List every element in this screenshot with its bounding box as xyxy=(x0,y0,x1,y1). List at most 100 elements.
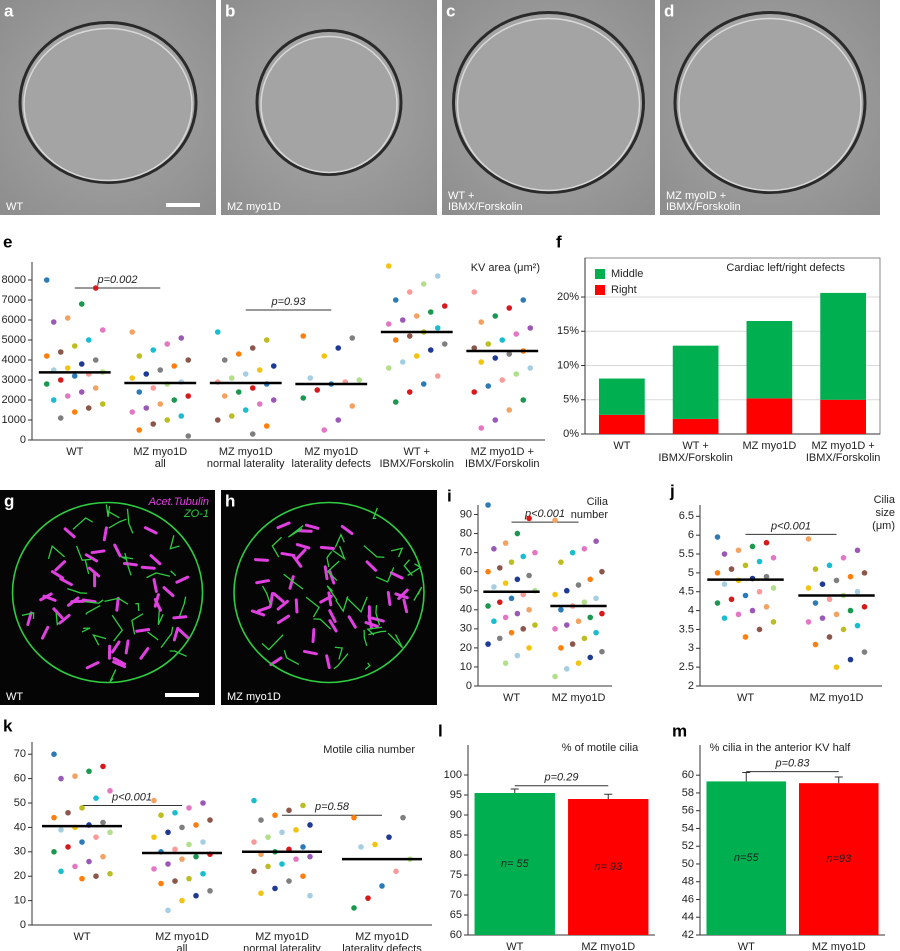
y-tick-label: 0% xyxy=(563,428,579,440)
data-point xyxy=(575,582,582,588)
data-point xyxy=(349,335,356,341)
data-point xyxy=(335,345,342,351)
cilium xyxy=(319,545,335,550)
x-tick-label: MZ myo1D xyxy=(810,692,864,704)
y-tick-label: 90 xyxy=(450,809,462,821)
data-point xyxy=(385,365,392,371)
y-tick-label: 0 xyxy=(20,434,26,446)
chart-panel: k Motile cilia number 0 10 20 30 40 50 60 70 WT MZ … xyxy=(3,716,432,951)
y-tick-label: 10 xyxy=(14,895,26,907)
data-point xyxy=(420,281,427,287)
data-point xyxy=(172,809,178,816)
p-value: p<0.001 xyxy=(111,791,152,803)
x-tick-label: WT xyxy=(503,692,520,704)
data-point xyxy=(599,568,605,575)
image-caption: IBMX/Forskolin xyxy=(448,201,523,213)
data-point xyxy=(819,581,826,587)
data-point xyxy=(143,405,150,411)
x-tick-label: all xyxy=(176,943,187,951)
cell-junction xyxy=(332,545,346,561)
data-point xyxy=(587,614,594,621)
data-point xyxy=(826,634,833,640)
data-point xyxy=(587,654,594,661)
cell-junction xyxy=(403,559,413,576)
cell-junction xyxy=(372,507,378,520)
data-point xyxy=(491,546,497,552)
bar xyxy=(474,793,555,935)
data-point xyxy=(57,377,64,383)
panel-label: f xyxy=(556,232,562,251)
data-point xyxy=(508,559,515,565)
cell-junction xyxy=(283,573,304,590)
cell-junction xyxy=(124,552,132,576)
cilium xyxy=(85,661,100,670)
cell-junction xyxy=(157,609,164,625)
data-point xyxy=(434,273,441,279)
y-tick-label: 5% xyxy=(563,394,579,406)
data-point xyxy=(478,425,485,431)
y-tick-label: 3000 xyxy=(2,374,26,386)
x-tick-label: MZ myo1D xyxy=(552,692,606,704)
cell-junction xyxy=(335,596,349,613)
data-point xyxy=(78,301,85,307)
data-point xyxy=(286,878,292,884)
cilium xyxy=(122,561,138,567)
data-point xyxy=(51,751,57,757)
data-point xyxy=(406,289,413,295)
data-point xyxy=(228,413,235,419)
data-point xyxy=(385,321,392,327)
data-point xyxy=(491,584,497,590)
cilium xyxy=(139,647,150,660)
cilium xyxy=(397,588,409,601)
y-tick-label: 4.5 xyxy=(679,586,694,598)
data-point xyxy=(502,614,509,621)
data-point xyxy=(742,634,749,640)
micrograph: b MZ myo1D xyxy=(221,0,437,215)
x-tick-label: MZ myo1D xyxy=(255,931,309,943)
data-point xyxy=(427,309,434,315)
data-point xyxy=(249,385,256,391)
data-point xyxy=(293,856,299,862)
data-point xyxy=(164,341,171,347)
axis-title: size xyxy=(875,507,895,519)
data-point xyxy=(471,289,478,295)
bar-label: n=55 xyxy=(734,852,760,864)
cilium xyxy=(297,529,313,533)
p-value: p<0.001 xyxy=(770,520,811,532)
data-point xyxy=(193,892,199,899)
data-point xyxy=(143,371,150,377)
data-point xyxy=(826,596,833,603)
data-point xyxy=(558,559,564,565)
cilium xyxy=(347,615,357,629)
cilium xyxy=(113,543,122,558)
data-point xyxy=(129,329,136,335)
data-point xyxy=(563,622,570,628)
y-tick-label: 4 xyxy=(688,604,694,616)
cell-junction xyxy=(146,572,171,579)
cilium xyxy=(327,591,333,607)
data-point xyxy=(300,844,306,850)
p-value: p<0.001 xyxy=(524,508,565,520)
data-point xyxy=(64,365,71,371)
micrograph: c WT +IBMX/Forskolin xyxy=(442,0,655,215)
data-point xyxy=(270,363,277,369)
cilium xyxy=(294,598,299,614)
data-point xyxy=(552,591,558,598)
data-point xyxy=(520,553,527,560)
y-tick-label: 10 xyxy=(460,661,472,673)
data-point xyxy=(136,427,143,433)
data-point xyxy=(256,401,263,407)
cell-junction xyxy=(111,614,124,642)
data-point xyxy=(71,373,78,379)
bar-segment xyxy=(746,398,793,434)
cilium xyxy=(115,596,120,612)
data-point xyxy=(756,588,763,595)
data-point xyxy=(520,591,527,598)
axis-title: (μm) xyxy=(872,520,895,532)
cell-junction xyxy=(283,650,300,666)
cilium xyxy=(135,628,151,633)
data-point xyxy=(85,405,92,411)
chart-title: % of motile cilia xyxy=(562,742,639,754)
chart-panel: l % of motile cilia 60 65 70 75 80 85 90 95 100 WT M… xyxy=(438,721,655,951)
data-point xyxy=(735,611,742,618)
